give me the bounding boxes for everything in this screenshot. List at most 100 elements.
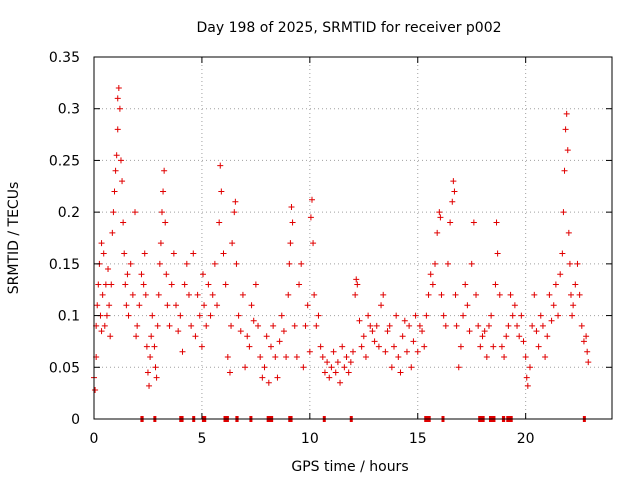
data-point xyxy=(498,343,505,350)
data-point xyxy=(585,359,592,366)
data-point xyxy=(127,260,134,267)
data-point xyxy=(158,209,165,216)
data-point xyxy=(332,369,339,376)
data-point xyxy=(138,271,145,278)
data-point xyxy=(306,348,313,355)
data-point xyxy=(228,322,235,329)
data-point xyxy=(449,198,456,205)
data-point xyxy=(365,312,372,319)
data-point xyxy=(391,343,398,350)
data-point xyxy=(218,188,225,195)
data-point xyxy=(242,364,249,371)
data-point xyxy=(153,374,160,381)
data-point xyxy=(111,188,118,195)
data-point xyxy=(141,250,148,257)
data-point xyxy=(367,322,374,329)
data-point xyxy=(98,240,105,247)
data-point xyxy=(226,369,233,376)
data-point xyxy=(564,147,571,154)
data-point xyxy=(535,343,542,350)
y-tick-label: 0.25 xyxy=(49,153,80,169)
data-point xyxy=(203,322,210,329)
data-point xyxy=(555,312,562,319)
data-point xyxy=(375,343,382,350)
data-point xyxy=(511,302,518,309)
data-point xyxy=(259,374,266,381)
data-point xyxy=(434,229,441,236)
data-point xyxy=(160,188,167,195)
data-point xyxy=(101,322,108,329)
data-point xyxy=(134,322,141,329)
data-point xyxy=(451,188,458,195)
data-point xyxy=(115,85,122,92)
data-point xyxy=(583,333,590,340)
data-point xyxy=(244,333,251,340)
data-point xyxy=(248,302,255,309)
data-point xyxy=(326,374,333,381)
data-point xyxy=(175,328,182,335)
data-point xyxy=(296,281,303,288)
data-point xyxy=(503,333,510,340)
data-point xyxy=(201,302,208,309)
data-point xyxy=(232,198,239,205)
data-point xyxy=(151,343,158,350)
data-point xyxy=(570,302,577,309)
data-point xyxy=(214,302,221,309)
data-point xyxy=(155,291,162,298)
data-point xyxy=(287,240,294,247)
data-point xyxy=(569,312,576,319)
data-point xyxy=(493,219,500,226)
data-point xyxy=(162,219,169,226)
data-point xyxy=(552,281,559,288)
data-point xyxy=(408,364,415,371)
data-point xyxy=(393,312,400,319)
data-point xyxy=(574,260,581,267)
data-point xyxy=(562,126,569,133)
data-point xyxy=(414,348,421,355)
data-point xyxy=(494,250,501,257)
data-point xyxy=(311,291,318,298)
plot-frame xyxy=(93,56,613,420)
data-point xyxy=(103,312,110,319)
data-point xyxy=(116,105,123,112)
data-point xyxy=(542,353,549,360)
data-point xyxy=(362,353,369,360)
data-point xyxy=(110,209,117,216)
data-point xyxy=(99,291,106,298)
x-tick-labels: 0 5 10 15 20 xyxy=(90,431,535,447)
y-tick-label: 0.1 xyxy=(58,309,80,325)
data-point xyxy=(272,353,279,360)
data-point xyxy=(533,328,540,335)
data-point xyxy=(190,250,197,257)
data-point xyxy=(143,343,150,350)
data-point xyxy=(147,353,154,360)
data-point xyxy=(432,260,439,267)
data-point xyxy=(173,302,180,309)
data-point xyxy=(382,348,389,355)
data-point xyxy=(239,291,246,298)
data-point xyxy=(427,271,434,278)
data-point xyxy=(220,250,227,257)
data-point xyxy=(252,281,259,288)
y-tick-label: 0 xyxy=(71,412,80,428)
data-point xyxy=(156,260,163,267)
data-point xyxy=(170,250,177,257)
data-point xyxy=(205,281,212,288)
data-point xyxy=(481,328,488,335)
data-point xyxy=(450,178,457,185)
data-point xyxy=(330,348,337,355)
data-point xyxy=(410,338,417,345)
data-point xyxy=(496,291,503,298)
x-axis-label: GPS time / hours xyxy=(291,459,408,475)
data-point xyxy=(144,369,151,376)
data-point xyxy=(319,353,326,360)
data-point xyxy=(300,364,307,371)
data-point xyxy=(94,302,101,309)
data-point xyxy=(146,382,153,389)
data-point xyxy=(293,353,300,360)
data-point xyxy=(397,369,404,376)
data-point xyxy=(235,312,242,319)
data-point xyxy=(343,353,350,360)
data-point xyxy=(142,291,149,298)
